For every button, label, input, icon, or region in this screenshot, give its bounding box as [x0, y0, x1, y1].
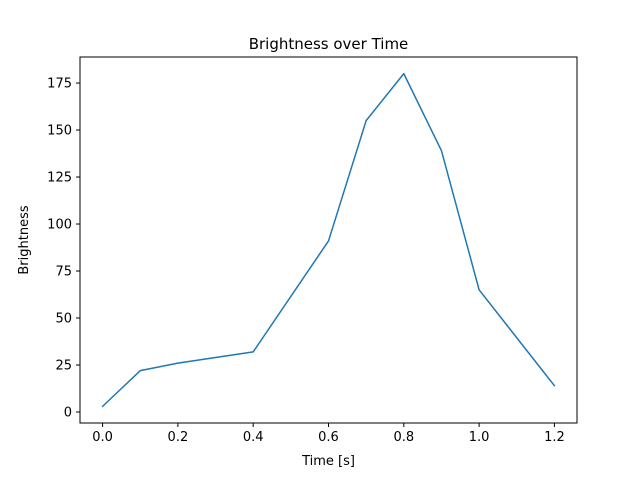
- x-axis-label: Time [s]: [301, 454, 355, 469]
- x-tick-label: 0.8: [393, 430, 414, 445]
- y-tick-label: 0: [64, 406, 72, 421]
- x-tick-label: 1.2: [544, 430, 565, 445]
- data-line-brightness: [101, 72, 556, 408]
- x-tick-label: 1.0: [469, 430, 490, 445]
- y-axis-label: Brightness: [17, 205, 32, 274]
- y-tick-label: 175: [47, 77, 72, 92]
- chart-title: Brightness over Time: [249, 35, 409, 53]
- y-tick-label: 50: [55, 312, 72, 327]
- x-tick-label: 0.4: [243, 430, 264, 445]
- plot-border: [79, 56, 578, 424]
- plot-area: 0.0 0.2 0.4 0.6 0.8 1.0 1.2 0 25 50 75 100 125 150 175: [47, 56, 578, 445]
- x-tick-label: 0.2: [168, 430, 189, 445]
- x-tick-label: 0.6: [318, 430, 339, 445]
- y-tick-label: 150: [47, 124, 72, 139]
- y-tick-label: 125: [47, 171, 72, 186]
- y-tick-label: 100: [47, 218, 72, 233]
- y-tick-label: 25: [55, 359, 72, 374]
- y-tick-label: 75: [55, 265, 72, 280]
- x-tick-label: 0.0: [92, 430, 113, 445]
